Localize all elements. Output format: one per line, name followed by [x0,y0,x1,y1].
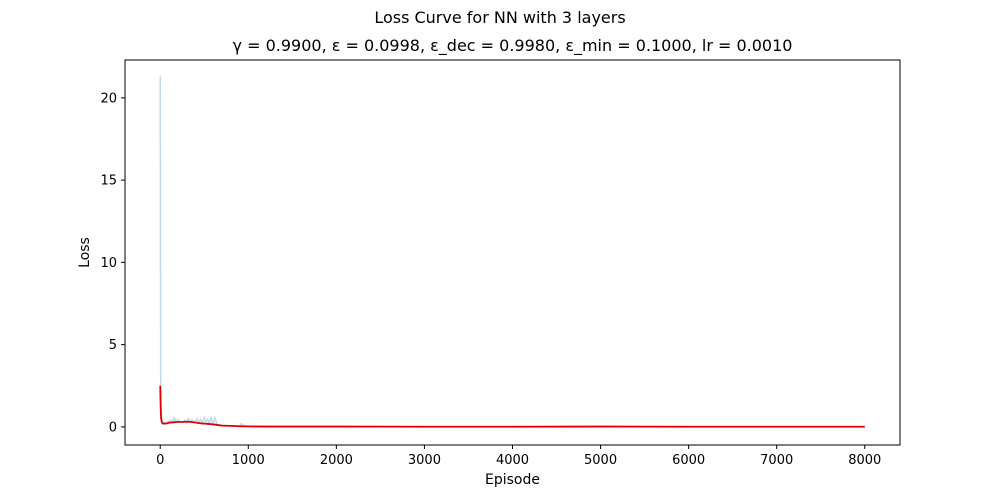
raw-loss-line [159,76,865,428]
x-tick-label: 3000 [408,453,441,468]
y-tick-label: 5 [109,338,117,353]
chart-title: γ = 0.9900, ε = 0.0998, ε_dec = 0.9980, … [232,36,793,55]
x-axis: 0 1000 2000 3000 4000 5000 6000 7000 8000 [156,445,881,468]
y-tick-label: 15 [100,174,117,189]
x-tick-label: 6000 [672,453,705,468]
smoothed-loss-line [159,385,865,428]
series-group [159,76,865,428]
y-axis: 0 5 10 15 20 [100,91,125,435]
x-tick-label: 2000 [320,453,353,468]
plot-frame [124,59,901,446]
y-tick-label: 0 [109,420,117,435]
x-tick-label: 1000 [232,453,265,468]
x-tick-label: 7000 [760,453,793,468]
x-axis-label: Episode [485,472,540,488]
chart-suptitle: Loss Curve for NN with 3 layers [374,8,626,27]
x-tick-label: 5000 [584,453,617,468]
y-tick-label: 10 [100,256,117,271]
x-tick-label: 8000 [848,453,881,468]
y-tick-label: 20 [100,91,117,106]
x-tick-label: 0 [156,453,164,468]
y-axis-label: Loss [77,237,93,268]
x-tick-label: 4000 [496,453,529,468]
